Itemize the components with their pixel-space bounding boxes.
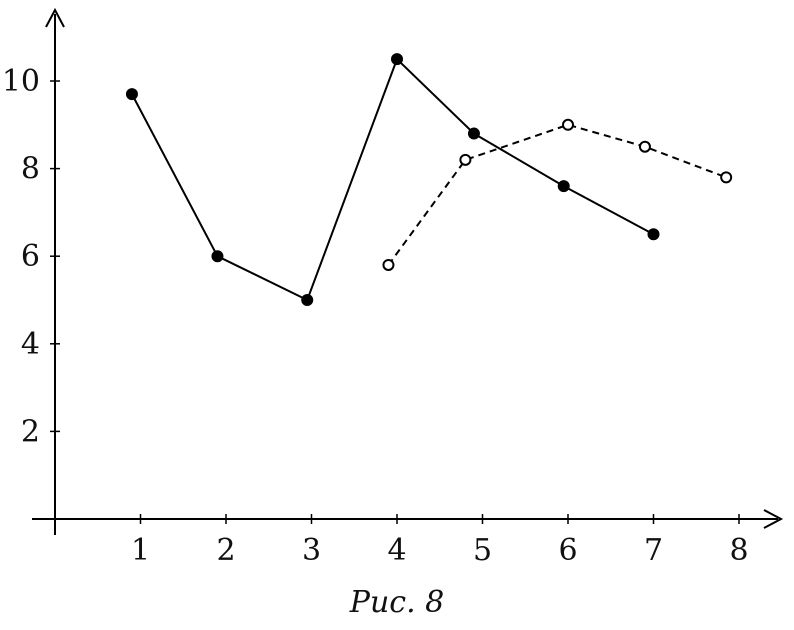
- x-tick-label: 2: [216, 533, 235, 568]
- series-line: [387, 123, 727, 266]
- y-tick-label: 8: [21, 152, 40, 187]
- data-point: [125, 88, 138, 101]
- y-tick-label: 10: [2, 64, 40, 99]
- data-point: [557, 180, 570, 193]
- figure-caption: Рис. 8: [349, 585, 445, 620]
- x-tick-label: 8: [729, 533, 748, 568]
- x-tick-label: 4: [387, 533, 406, 568]
- data-point: [647, 228, 660, 241]
- y-tick-label: 6: [21, 239, 40, 274]
- series-1: [125, 53, 660, 306]
- x-tick-label: 3: [302, 533, 321, 568]
- data-point: [467, 127, 480, 140]
- axes: [32, 7, 784, 535]
- ticks: 1 2 3 4 5 6 7 8 2 4 6 8 10: [2, 64, 749, 568]
- data-point: [391, 53, 403, 66]
- y-axis-arrow: [45, 7, 65, 28]
- y-tick-label: 2: [21, 414, 40, 449]
- data-point: [720, 171, 733, 184]
- y-tick-label: 4: [21, 327, 40, 362]
- data-point: [459, 153, 472, 166]
- x-tick-label: 7: [644, 533, 663, 568]
- x-axis-arrow: [763, 509, 784, 529]
- data-point: [638, 140, 651, 153]
- series-2: [382, 118, 733, 271]
- x-tick-label: 6: [558, 533, 577, 568]
- series-layer: [125, 53, 733, 306]
- x-tick-label: 1: [131, 533, 150, 568]
- x-tick-label: 5: [473, 533, 492, 568]
- data-point: [562, 118, 574, 131]
- data-point: [301, 294, 314, 306]
- data-point: [211, 250, 224, 263]
- data-point: [382, 258, 395, 271]
